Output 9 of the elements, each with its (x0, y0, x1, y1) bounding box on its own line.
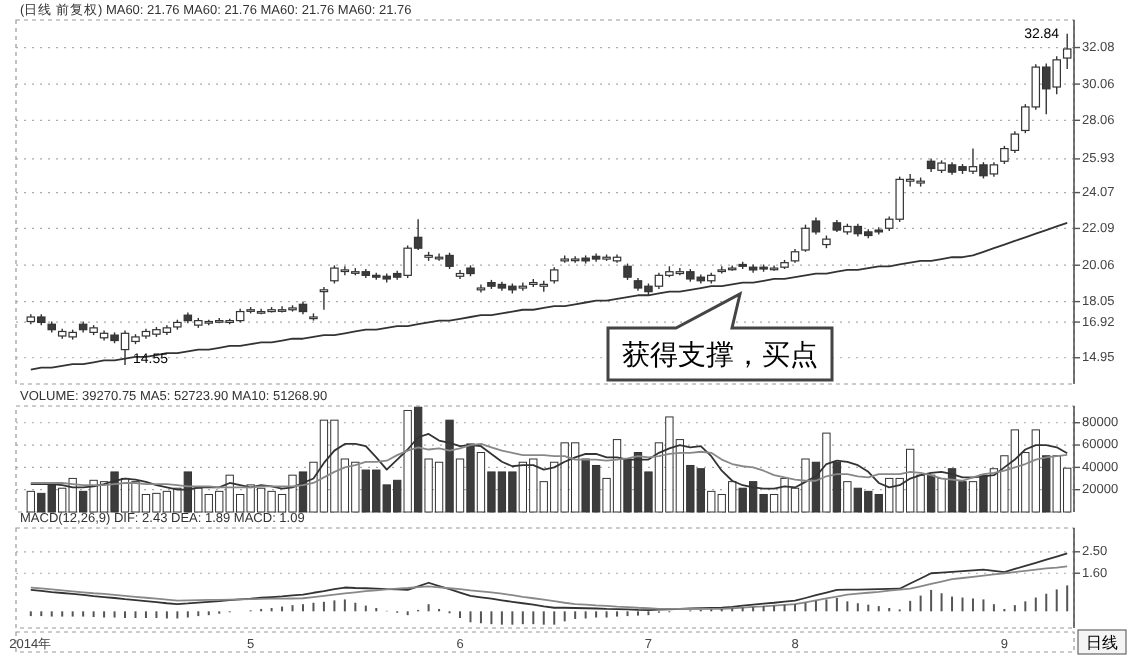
line-series (29, 221, 1069, 371)
candlestick (319, 286, 329, 311)
line-series (29, 443, 1069, 489)
line-series (29, 565, 1069, 610)
text: 日线 (1086, 634, 1118, 652)
line-series (29, 552, 1069, 612)
annotation: 获得支撑，买点 (622, 340, 818, 372)
candlestick (1062, 33, 1072, 70)
candlestick (476, 283, 486, 294)
